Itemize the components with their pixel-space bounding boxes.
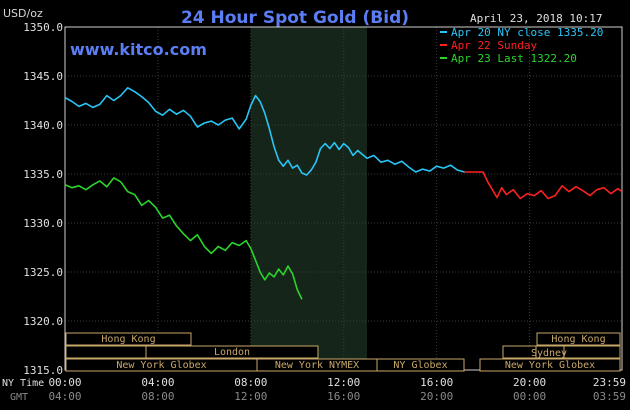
ny-tick-label: 00:00 — [48, 376, 81, 389]
x-axis-ticks: 00:0004:0004:0008:0008:0012:0012:0016:00… — [48, 376, 626, 403]
nymex-shaded-region — [250, 27, 367, 370]
ny-tick-label: 08:00 — [234, 376, 267, 389]
y-tick-label: 1350.0 — [23, 21, 63, 34]
y-tick-label: 1340.0 — [23, 119, 63, 132]
legend-entry: Apr 20 NY close 1335.20 — [451, 26, 603, 39]
ny-time-label: NY Time — [2, 378, 44, 389]
chart-datetime: April 23, 2018 10:17 — [470, 12, 602, 25]
legend-entry: Apr 22 Sunday — [451, 39, 537, 52]
session-bar — [65, 345, 147, 359]
gmt-tick-label: 16:00 — [327, 390, 360, 403]
gmt-tick-label: 04:00 — [48, 390, 81, 403]
series-line — [64, 177, 303, 300]
grid — [65, 27, 622, 370]
session-label: New York NYMEX — [275, 360, 359, 371]
session-bar — [65, 332, 192, 346]
chart-title: 24 Hour Spot Gold (Bid) — [181, 8, 409, 28]
y-tick-label: 1320.0 — [23, 315, 63, 328]
ny-tick-label: 12:00 — [327, 376, 360, 389]
gmt-tick-label: 00:00 — [513, 390, 546, 403]
session-bar — [479, 358, 621, 372]
gmt-tick-label: 03:59 — [593, 390, 626, 403]
session-label: New York Globex — [116, 360, 206, 371]
unit-label: USD/oz — [3, 7, 43, 20]
session-bar — [536, 332, 621, 346]
ny-tick-label: 20:00 — [513, 376, 546, 389]
legend-entry: Apr 23 Last 1322.20 — [451, 52, 577, 65]
website-label: www.kitco.com — [70, 40, 207, 59]
session-label: Hong Kong — [551, 334, 605, 345]
gmt-tick-label: 08:00 — [141, 390, 174, 403]
series-line — [64, 87, 465, 176]
ny-tick-label: 23:59 — [593, 376, 626, 389]
session-bar — [563, 345, 621, 359]
ny-tick-label: 04:00 — [141, 376, 174, 389]
session-label: New York Globex — [505, 360, 595, 371]
session-label: London — [214, 347, 250, 358]
y-tick-label: 1330.0 — [23, 217, 63, 230]
session-label: NY Globex — [393, 360, 447, 371]
session-bar — [145, 345, 319, 359]
gmt-tick-label: 12:00 — [234, 390, 267, 403]
y-tick-label: 1345.0 — [23, 70, 63, 83]
gmt-label: GMT — [10, 392, 28, 403]
y-axis-ticks: 1315.0 1320.0 1325.0 1330.0 1335.0 1340.0 1345… — [23, 21, 63, 377]
gmt-tick-label: 20:00 — [420, 390, 453, 403]
session-label: Sydney — [531, 348, 567, 359]
series-line — [464, 171, 623, 200]
y-tick-label: 1315.0 — [23, 364, 63, 377]
series-layer — [64, 87, 623, 300]
y-tick-label: 1325.0 — [23, 266, 63, 279]
session-label: Hong Kong — [101, 334, 155, 345]
session-bar — [376, 358, 465, 372]
y-tick-label: 1335.0 — [23, 168, 63, 181]
ny-tick-label: 16:00 — [420, 376, 453, 389]
